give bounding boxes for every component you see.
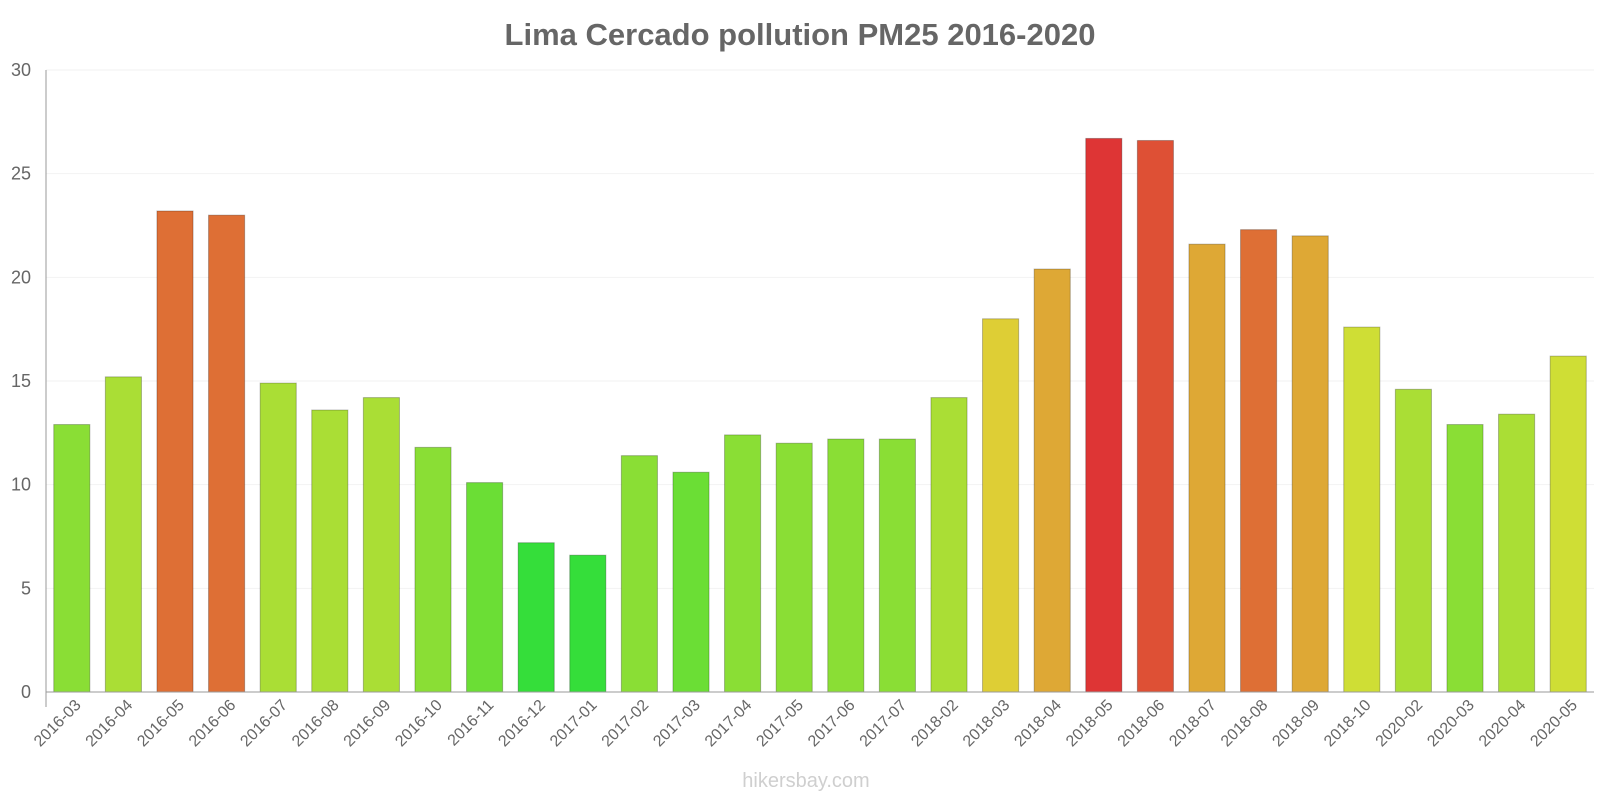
bar-2018-09 — [1291, 235, 1329, 693]
y-tick-label: 10 — [11, 475, 31, 495]
x-tick-label: 2020-02 — [1373, 697, 1427, 751]
x-tick-label: 2017-04 — [702, 697, 756, 751]
bar-2017-07 — [878, 438, 916, 693]
bar-2016-04 — [104, 376, 142, 693]
x-tick-label: 2017-05 — [753, 697, 807, 751]
x-tick-label: 2017-03 — [650, 697, 704, 751]
bar-2017-06 — [827, 438, 865, 693]
watermark: hikersbay.com — [742, 770, 869, 792]
x-tick-label: 2018-07 — [1166, 697, 1220, 751]
bar-2017-02 — [620, 455, 658, 693]
bars — [53, 137, 1587, 693]
x-tick-label: 2016-07 — [237, 697, 291, 751]
bar-2020-02 — [1394, 388, 1432, 693]
bar-2020-03 — [1446, 424, 1484, 693]
y-tick-labels: 0 5 10 15 20 25 30 — [11, 60, 31, 702]
x-tick-label: 2016-11 — [445, 697, 498, 750]
x-tick-label: 2018-04 — [1011, 697, 1065, 751]
bar-2016-03 — [53, 424, 91, 693]
chart-title: Lima Cercado pollution PM25 2016-2020 — [505, 17, 1096, 52]
x-tick-label: 2016-03 — [31, 697, 85, 751]
bar-2018-03 — [982, 318, 1020, 693]
x-tick-label: 2016-05 — [134, 697, 188, 751]
x-tick-label: 2018-05 — [1063, 697, 1117, 751]
bar-2016-10 — [414, 446, 452, 693]
bar-2018-06 — [1136, 139, 1174, 693]
x-tick-labels: 2016-032016-042016-052016-062016-072016-… — [31, 697, 1581, 751]
y-tick-label: 0 — [21, 682, 31, 702]
y-tick-label: 20 — [11, 267, 31, 287]
bar-2020-04 — [1498, 413, 1536, 693]
x-tick-label: 2018-02 — [908, 697, 962, 751]
y-tick-label: 5 — [21, 578, 31, 598]
x-tick-label: 2018-03 — [960, 697, 1014, 751]
bar-2018-02 — [930, 397, 968, 693]
x-tick-label: 2016-06 — [186, 697, 240, 751]
x-tick-label: 2016-12 — [495, 697, 549, 751]
x-tick-label: 2018-08 — [1218, 697, 1272, 751]
y-tick-label: 25 — [11, 164, 31, 184]
y-tick-label: 15 — [11, 371, 31, 391]
bar-2018-10 — [1343, 326, 1381, 693]
x-tick-label: 2017-07 — [857, 697, 911, 751]
bar-2017-04 — [724, 434, 762, 693]
bar-2016-12 — [517, 542, 555, 693]
x-tick-label: 2016-08 — [289, 697, 343, 751]
bar-2016-11 — [466, 482, 504, 693]
bar-2017-03 — [672, 471, 710, 693]
y-tick-label: 30 — [11, 60, 31, 80]
bar-2017-05 — [775, 442, 813, 693]
bar-2018-08 — [1240, 229, 1278, 693]
bar-2016-06 — [208, 214, 246, 693]
bar-2018-04 — [1033, 268, 1071, 693]
bar-2016-07 — [259, 382, 297, 693]
x-tick-label: 2016-10 — [392, 697, 446, 751]
x-tick-label: 2016-04 — [83, 697, 137, 751]
x-tick-label: 2020-03 — [1424, 697, 1478, 751]
bar-2017-01 — [569, 554, 607, 693]
x-tick-label: 2018-06 — [1115, 697, 1169, 751]
x-tick-label: 2016-09 — [341, 697, 395, 751]
bar-2018-05 — [1085, 137, 1123, 693]
x-tick-label: 2018-09 — [1269, 697, 1323, 751]
x-tick-label: 2020-04 — [1476, 697, 1530, 751]
x-tick-label: 2017-01 — [547, 697, 601, 751]
x-tick-label: 2017-02 — [599, 697, 653, 751]
bar-2020-05 — [1549, 355, 1587, 693]
x-tick-label: 2018-10 — [1321, 697, 1375, 751]
gridlines — [46, 69, 1594, 589]
x-tick-label: 2017-06 — [805, 697, 859, 751]
bar-2016-08 — [311, 409, 349, 693]
x-tick-label: 2020-05 — [1527, 697, 1581, 751]
bar-2016-05 — [156, 210, 194, 693]
bar-2016-09 — [362, 397, 400, 693]
bar-2018-07 — [1188, 243, 1226, 693]
